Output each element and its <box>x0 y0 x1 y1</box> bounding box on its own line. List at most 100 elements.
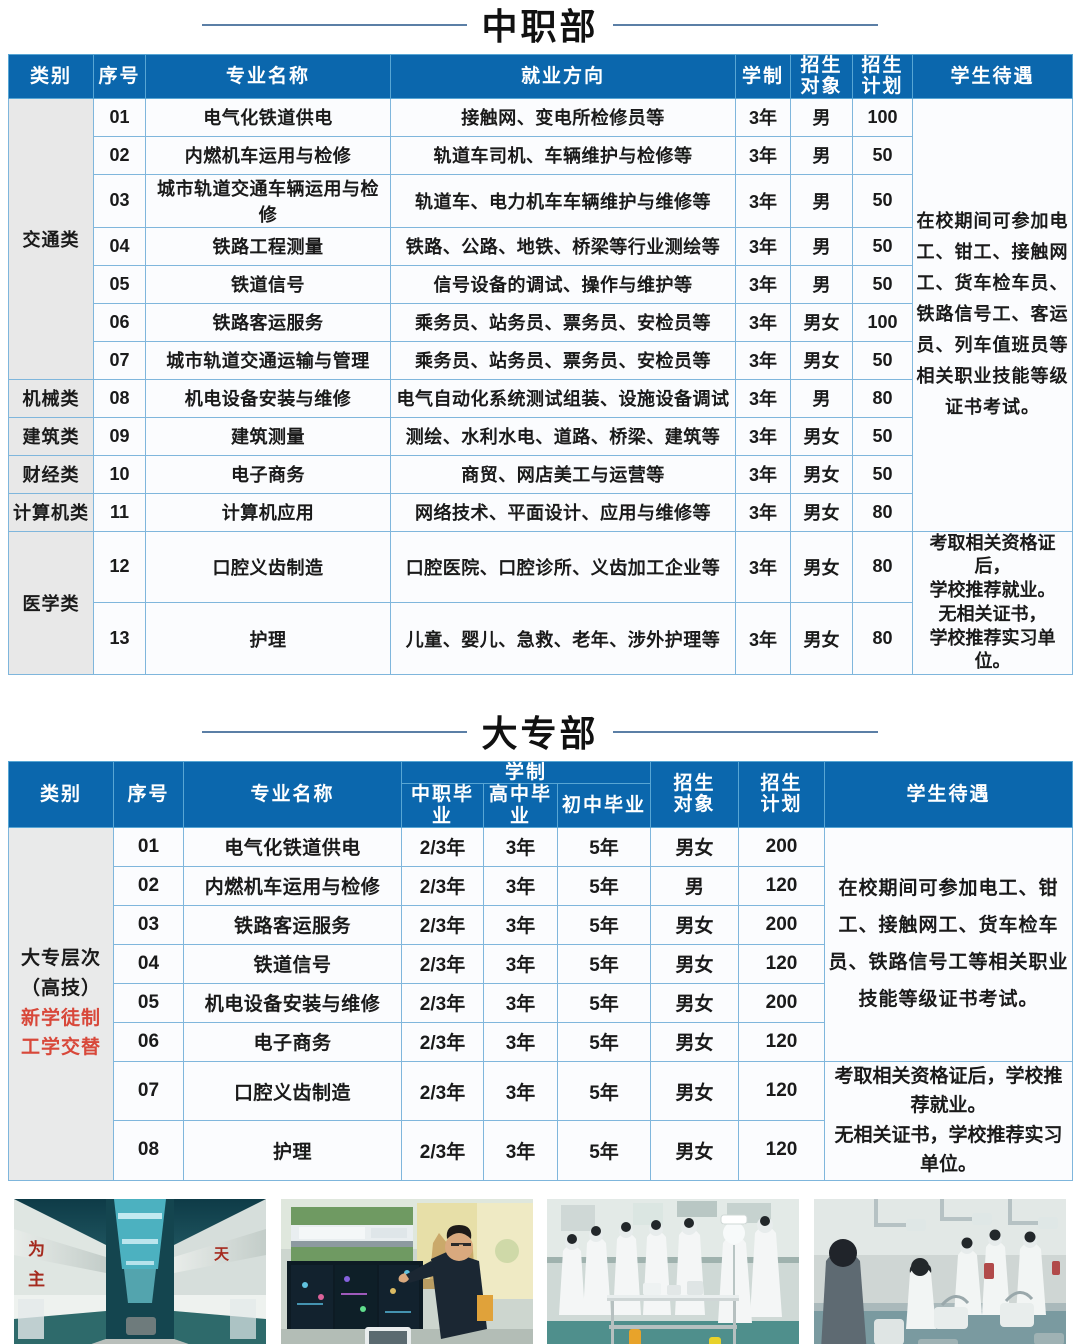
cell-duration-cz: 5年 <box>556 1120 652 1181</box>
cell-duration-gz: 3年 <box>483 1021 558 1062</box>
cell-duration-cz: 5年 <box>556 1060 652 1122</box>
col-header-direction: 就业方向 <box>390 54 736 99</box>
railway-control-room-image <box>280 1198 533 1344</box>
table-zhongzhi-wrap: 类别 序号 专业名称 就业方向 学制 招生 对象 招生 计划 学生待遇 交通类 … <box>0 54 1080 676</box>
cell-duration-gz: 3年 <box>483 982 558 1023</box>
cell-duration-gz: 3年 <box>483 865 558 906</box>
col-header-major: 专业名称 <box>183 761 402 828</box>
cell-index: 01 <box>93 97 146 137</box>
benefit-cell: 在校期间可参加电工、钳工、接触网工、货车检车员、铁路信号工等相关职业技能等级证书… <box>824 826 1074 1062</box>
cell-target: 男女 <box>790 602 853 676</box>
col-header-category: 类别 <box>8 54 94 99</box>
cell-index: 07 <box>93 340 146 380</box>
cell-target: 男 <box>790 264 853 304</box>
cell-index: 03 <box>113 904 184 945</box>
table-row: 07 城市轨道交通运输与管理 乘务员、站务员、票务员、安检员等 3年 男女 50 <box>9 340 1073 380</box>
section-title-zhongzhi: 中职部 <box>0 0 1080 54</box>
col-header-target-line2: 对象 <box>800 76 843 98</box>
col-header-plan-line2: 计划 <box>760 794 803 816</box>
cell-plan: 100 <box>852 97 913 137</box>
cell-duration: 3年 <box>735 416 791 456</box>
col-header-target: 招生 对象 <box>650 761 740 828</box>
cell-target: 男女 <box>790 530 853 604</box>
cell-target: 男女 <box>790 492 853 532</box>
table-row: 大专层次 （高技） 新学徒制 工学交替 01 电气化铁道供电 2/3年 3年 5… <box>8 826 1074 1181</box>
cell-direction: 轨道车、电力机车车辆维护与维修等 <box>390 173 736 228</box>
cell-index: 02 <box>113 865 184 906</box>
cell-duration-gz: 3年 <box>483 826 558 867</box>
cell-index: 08 <box>93 378 146 418</box>
cell-duration-cz: 5年 <box>556 826 652 867</box>
col-header-target-line1: 招生 <box>673 773 716 795</box>
cell-major: 内燃机车运用与检修 <box>145 135 391 175</box>
cell-target: 男 <box>790 378 853 418</box>
table-row: 06 铁路客运服务 乘务员、站务员、票务员、安检员等 3年 男女 100 <box>9 302 1073 342</box>
cell-direction: 网络技术、平面设计、应用与维修等 <box>390 492 736 532</box>
cell-target: 男 <box>650 865 740 906</box>
cell-duration-cz: 5年 <box>556 943 652 984</box>
table-header-row-sub: 中职毕业 高中毕业 初中毕业 <box>9 783 1073 828</box>
title-rule-right <box>612 731 878 734</box>
title-rule-left <box>202 731 468 734</box>
table-row: 计算机类 11 计算机应用 网络技术、平面设计、应用与维修等 3年 男女 80 <box>8 492 1073 532</box>
table-row: 02 内燃机车运用与检修 2/3年 3年 5年 男 120 <box>9 865 1073 906</box>
table-row: 02 内燃机车运用与检修 轨道车司机、车辆维护与检修等 3年 男 50 <box>9 135 1073 175</box>
category-cell: 机械类 <box>8 378 94 418</box>
cell-target: 男 <box>790 135 853 175</box>
cell-direction: 测绘、水利水电、道路、桥梁、建筑等 <box>390 416 736 456</box>
table-row: 06 电子商务 2/3年 3年 5年 男女 120 <box>9 1021 1073 1062</box>
col-header-benefit: 学生待遇 <box>912 54 1073 99</box>
svg-text:主: 主 <box>28 1269 45 1290</box>
category-cell: 建筑类 <box>8 416 94 456</box>
cell-target: 男女 <box>650 826 740 867</box>
cell-direction: 儿童、婴儿、急救、老年、涉外护理等 <box>390 602 736 676</box>
cell-index: 09 <box>93 416 146 456</box>
cell-index: 02 <box>93 135 146 175</box>
cell-duration: 3年 <box>735 492 791 532</box>
cell-duration: 3年 <box>735 340 791 380</box>
table-row: 07 口腔义齿制造 2/3年 3年 5年 男女 120 考取相关资格证后，学校推… <box>9 1060 1074 1181</box>
table-row: 08 护理 2/3年 3年 5年 男女 120 <box>9 1120 1073 1181</box>
cell-major: 铁路客运服务 <box>145 302 391 342</box>
col-header-category: 类别 <box>8 761 114 828</box>
cell-major: 城市轨道交通车辆运用与检修 <box>145 173 391 228</box>
cell-plan: 50 <box>852 264 913 304</box>
cell-target: 男 <box>790 173 853 228</box>
cell-target: 男女 <box>790 302 853 342</box>
cell-index: 05 <box>113 982 184 1023</box>
cell-target: 男 <box>790 97 853 137</box>
cell-duration: 3年 <box>735 97 791 137</box>
col-header-plan-line1: 招生 <box>760 773 803 795</box>
benefit-note-cell: 考取相关资格证后， 学校推荐就业。 无相关证书， 学校推荐实习单位。 <box>912 530 1073 676</box>
cell-duration-zz: 2/3年 <box>401 1120 484 1181</box>
cell-duration-zz: 2/3年 <box>401 982 484 1023</box>
table-row: 13 护理 儿童、婴儿、急救、老年、涉外护理等 3年 男女 80 <box>9 602 1073 676</box>
table-row: 财经类 10 电子商务 商贸、网店美工与运营等 3年 男女 50 <box>8 454 1073 494</box>
cell-direction: 接触网、变电所检修员等 <box>390 97 736 137</box>
cell-duration: 3年 <box>735 530 791 604</box>
table-dazhuan-body: 大专层次 （高技） 新学徒制 工学交替 01 电气化铁道供电 2/3年 3年 5… <box>8 826 1074 1181</box>
category-cell: 财经类 <box>8 454 94 494</box>
cell-plan: 200 <box>738 904 826 945</box>
cell-direction: 铁路、公路、地铁、桥梁等行业测绘等 <box>390 226 736 266</box>
table-zhongzhi-body: 交通类 01 电气化铁道供电 接触网、变电所检修员等 3年 男 100 在校期间… <box>8 97 1073 676</box>
note-line: 学校推荐就业。 <box>929 580 1056 601</box>
cell-major: 机电设备安装与维修 <box>145 378 391 418</box>
col-header-index: 序号 <box>113 761 184 828</box>
cell-plan: 80 <box>852 602 913 676</box>
cell-target: 男女 <box>650 943 740 984</box>
cell-duration: 3年 <box>735 226 791 266</box>
cell-duration: 3年 <box>735 602 791 676</box>
cell-major: 铁道信号 <box>145 264 391 304</box>
table-header-row: 类别 序号 专业名称 就业方向 学制 招生 对象 招生 计划 学生待遇 <box>8 54 1073 99</box>
cell-major: 建筑测量 <box>145 416 391 456</box>
table-dazhuan: 类别 序号 专业名称 学制 招生 对象 招生 计划 学生待遇 中职毕业 高中毕业… <box>8 761 1074 1181</box>
cell-plan: 200 <box>738 982 826 1023</box>
cell-major: 铁路客运服务 <box>183 904 402 945</box>
dental-lab-photo <box>813 1198 1066 1344</box>
col-header-plan: 招生 计划 <box>738 761 826 828</box>
cell-duration-zz: 2/3年 <box>401 865 484 906</box>
cell-duration-zz: 2/3年 <box>401 1060 484 1122</box>
cell-direction: 乘务员、站务员、票务员、安检员等 <box>390 340 736 380</box>
cell-duration-zz: 2/3年 <box>401 1021 484 1062</box>
